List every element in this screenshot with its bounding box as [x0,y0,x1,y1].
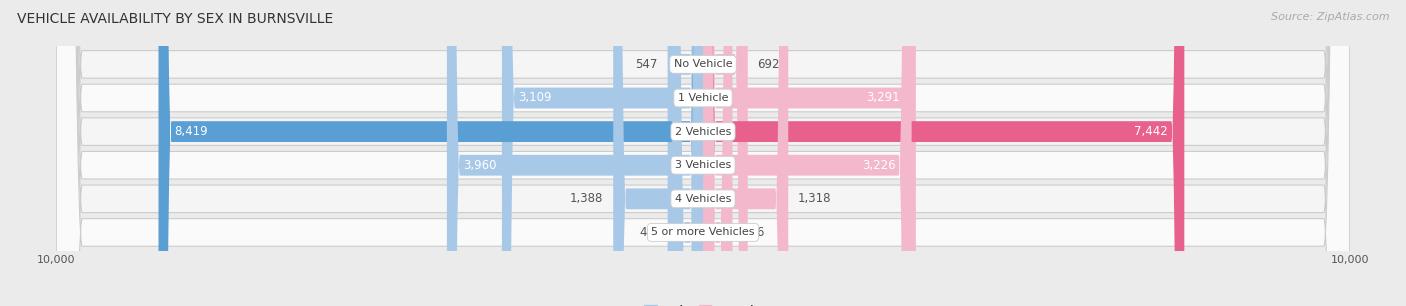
Text: 8,419: 8,419 [174,125,208,138]
Text: VEHICLE AVAILABILITY BY SEX IN BURNSVILLE: VEHICLE AVAILABILITY BY SEX IN BURNSVILL… [17,12,333,26]
Text: 1,388: 1,388 [571,192,603,205]
Text: 2 Vehicles: 2 Vehicles [675,127,731,136]
FancyBboxPatch shape [668,0,703,306]
FancyBboxPatch shape [703,0,915,306]
FancyBboxPatch shape [672,0,703,306]
Text: 4 Vehicles: 4 Vehicles [675,194,731,204]
FancyBboxPatch shape [56,0,1350,306]
Text: 3,109: 3,109 [517,91,551,104]
FancyBboxPatch shape [56,0,1350,306]
Text: 456: 456 [742,226,765,239]
FancyBboxPatch shape [447,0,703,306]
FancyBboxPatch shape [703,0,1184,306]
Text: 3,226: 3,226 [862,159,896,172]
FancyBboxPatch shape [613,0,703,306]
Text: 692: 692 [758,58,780,71]
FancyBboxPatch shape [56,0,1350,306]
FancyBboxPatch shape [703,0,911,306]
Text: 1 Vehicle: 1 Vehicle [678,93,728,103]
Text: 3,291: 3,291 [866,91,900,104]
FancyBboxPatch shape [56,0,1350,306]
FancyBboxPatch shape [703,0,789,306]
FancyBboxPatch shape [159,0,703,306]
Text: 482: 482 [640,226,662,239]
FancyBboxPatch shape [56,0,1350,306]
FancyBboxPatch shape [502,0,703,306]
Text: 5 or more Vehicles: 5 or more Vehicles [651,227,755,237]
Text: 3,960: 3,960 [463,159,496,172]
FancyBboxPatch shape [703,0,748,306]
Text: 1,318: 1,318 [799,192,831,205]
Text: Source: ZipAtlas.com: Source: ZipAtlas.com [1271,12,1389,22]
Legend: Male, Female: Male, Female [640,300,766,306]
Text: 7,442: 7,442 [1135,125,1168,138]
Text: 3 Vehicles: 3 Vehicles [675,160,731,170]
Text: No Vehicle: No Vehicle [673,59,733,69]
FancyBboxPatch shape [703,0,733,306]
Text: 547: 547 [636,58,658,71]
FancyBboxPatch shape [56,0,1350,306]
